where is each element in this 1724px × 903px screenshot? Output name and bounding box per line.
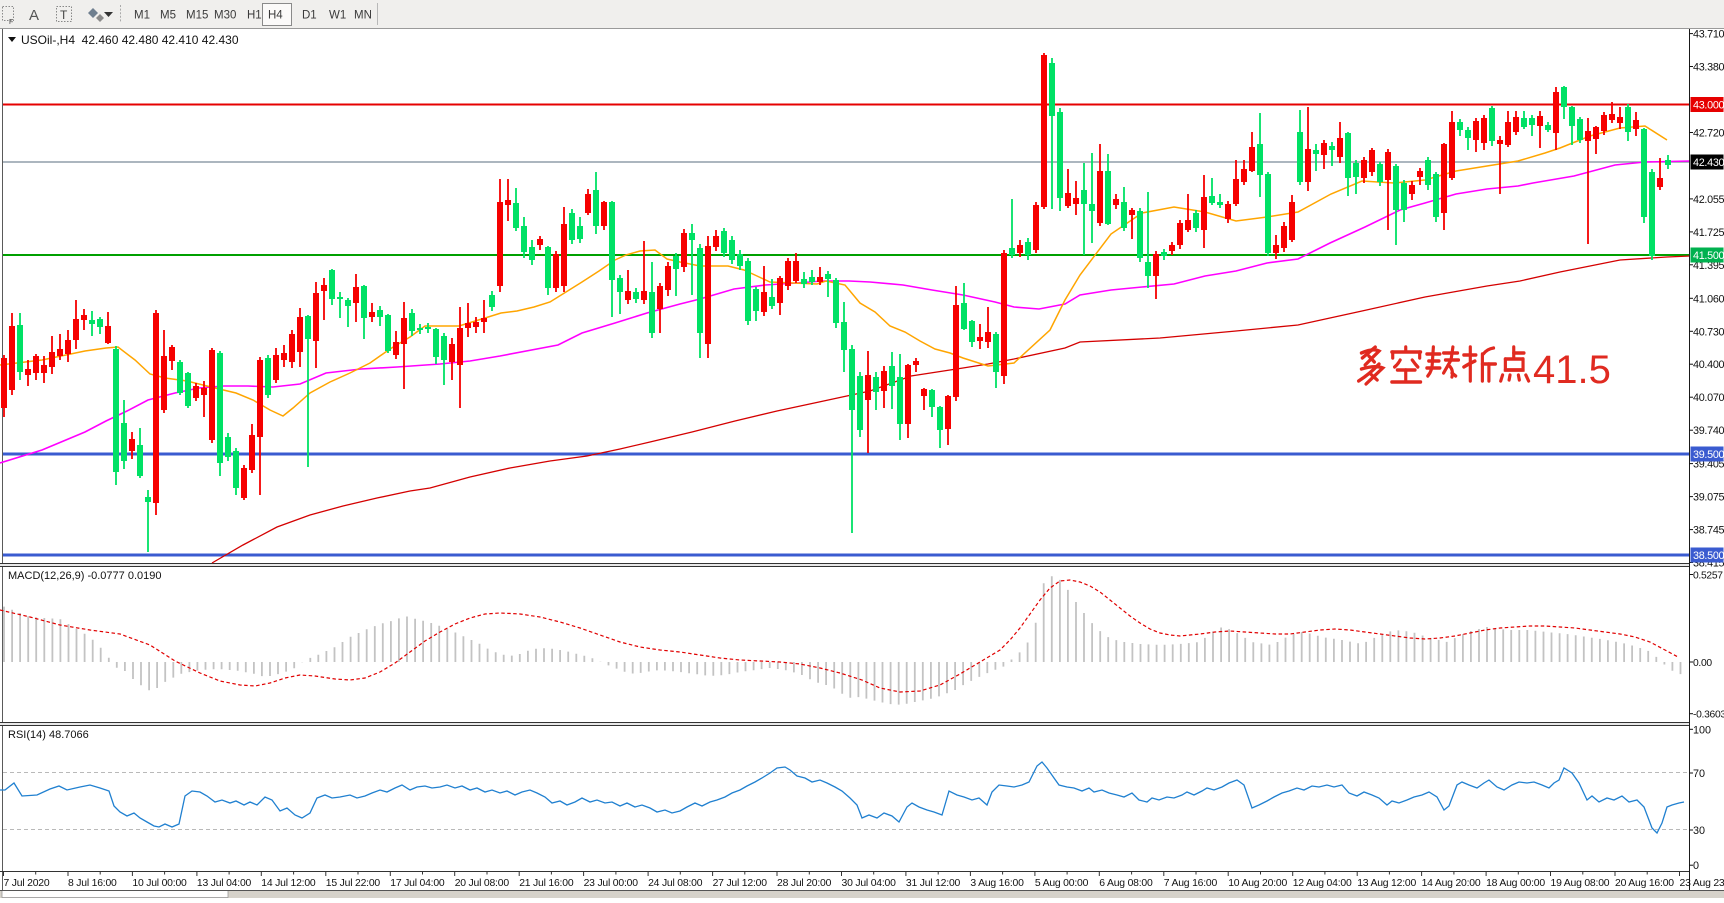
- svg-text:13 Jul 04:00: 13 Jul 04:00: [197, 878, 252, 889]
- svg-text:12 Aug 04:00: 12 Aug 04:00: [1293, 878, 1352, 889]
- svg-text:43.710: 43.710: [1693, 29, 1724, 41]
- svg-text:20 Aug 16:00: 20 Aug 16:00: [1615, 878, 1674, 889]
- svg-text:14 Aug 20:00: 14 Aug 20:00: [1422, 878, 1481, 889]
- svg-text:21 Jul 16:00: 21 Jul 16:00: [519, 878, 574, 889]
- svg-text:30 Jul 04:00: 30 Jul 04:00: [842, 878, 897, 889]
- svg-text:7 Aug 16:00: 7 Aug 16:00: [1164, 878, 1218, 889]
- svg-text:70: 70: [1693, 768, 1705, 780]
- svg-text:42.055: 42.055: [1693, 194, 1724, 206]
- svg-text:10 Jul 00:00: 10 Jul 00:00: [132, 878, 187, 889]
- svg-text:6 Aug 08:00: 6 Aug 08:00: [1099, 878, 1153, 889]
- svg-text:31 Jul 12:00: 31 Jul 12:00: [906, 878, 961, 889]
- svg-text:13 Aug 12:00: 13 Aug 12:00: [1357, 878, 1416, 889]
- svg-text:41.725: 41.725: [1693, 227, 1724, 239]
- svg-text:42.720: 42.720: [1693, 128, 1724, 140]
- svg-text:15 Jul 22:00: 15 Jul 22:00: [326, 878, 381, 889]
- svg-text:41.060: 41.060: [1693, 293, 1724, 305]
- svg-text:H1: H1: [247, 10, 262, 22]
- svg-text:30: 30: [1693, 825, 1705, 837]
- svg-text:39.075: 39.075: [1693, 492, 1724, 504]
- svg-text:42.430: 42.430: [1693, 157, 1724, 169]
- svg-text:20 Jul 08:00: 20 Jul 08:00: [455, 878, 510, 889]
- svg-text:43.380: 43.380: [1693, 62, 1724, 74]
- svg-text:100: 100: [1693, 724, 1711, 736]
- svg-text:5 Aug 00:00: 5 Aug 00:00: [1035, 878, 1089, 889]
- svg-text:40.730: 40.730: [1693, 326, 1724, 338]
- svg-text:18 Aug 00:00: 18 Aug 00:00: [1486, 878, 1545, 889]
- svg-text:38.500: 38.500: [1693, 550, 1724, 562]
- svg-text:W1: W1: [329, 10, 346, 22]
- svg-text:39.500: 39.500: [1693, 449, 1724, 461]
- svg-text:M5: M5: [160, 10, 176, 22]
- svg-text:28 Jul 20:00: 28 Jul 20:00: [777, 878, 832, 889]
- svg-text:0.00: 0.00: [1693, 658, 1712, 669]
- svg-text:23 Aug 23:00: 23 Aug 23:00: [1680, 878, 1724, 889]
- svg-text:MN: MN: [354, 10, 372, 22]
- svg-text:D1: D1: [302, 10, 317, 22]
- svg-text:43.000: 43.000: [1693, 100, 1724, 112]
- svg-text:M15: M15: [186, 10, 208, 22]
- svg-text:A: A: [29, 7, 39, 24]
- svg-text:3 Aug 16:00: 3 Aug 16:00: [970, 878, 1024, 889]
- svg-text:41.5: 41.5: [1533, 348, 1611, 392]
- svg-text:39.740: 39.740: [1693, 425, 1724, 437]
- svg-text:17 Jul 04:00: 17 Jul 04:00: [390, 878, 445, 889]
- svg-text:0.5257: 0.5257: [1693, 571, 1723, 582]
- svg-text:USOil-,H4 42.460 42.480 42.41: USOil-,H4 42.460 42.480 42.410 42.430: [21, 33, 239, 47]
- svg-text:27 Jul 12:00: 27 Jul 12:00: [713, 878, 768, 889]
- svg-text:19 Aug 08:00: 19 Aug 08:00: [1551, 878, 1610, 889]
- svg-text:14 Jul 12:00: 14 Jul 12:00: [261, 878, 316, 889]
- svg-text:F: F: [9, 19, 13, 26]
- svg-text:MACD(12,26,9) -0.0777 0.0190: MACD(12,26,9) -0.0777 0.0190: [8, 570, 161, 582]
- svg-text:40.400: 40.400: [1693, 359, 1724, 371]
- svg-text:38.745: 38.745: [1693, 525, 1724, 537]
- svg-text:H4: H4: [268, 10, 283, 22]
- svg-text:8 Jul 16:00: 8 Jul 16:00: [68, 878, 117, 889]
- svg-text:7 Jul 2020: 7 Jul 2020: [4, 878, 50, 889]
- svg-text:0: 0: [1693, 860, 1699, 872]
- svg-text:M1: M1: [134, 10, 150, 22]
- svg-text:41.500: 41.500: [1693, 250, 1724, 262]
- svg-text:40.070: 40.070: [1693, 392, 1724, 404]
- svg-text:M30: M30: [214, 10, 236, 22]
- svg-text:23 Jul 00:00: 23 Jul 00:00: [584, 878, 639, 889]
- svg-text:RSI(14) 48.7066: RSI(14) 48.7066: [8, 729, 89, 741]
- svg-text:-0.3603: -0.3603: [1693, 710, 1724, 721]
- svg-text:T: T: [60, 8, 68, 22]
- svg-text:10 Aug 20:00: 10 Aug 20:00: [1228, 878, 1287, 889]
- svg-text:24 Jul 08:00: 24 Jul 08:00: [648, 878, 703, 889]
